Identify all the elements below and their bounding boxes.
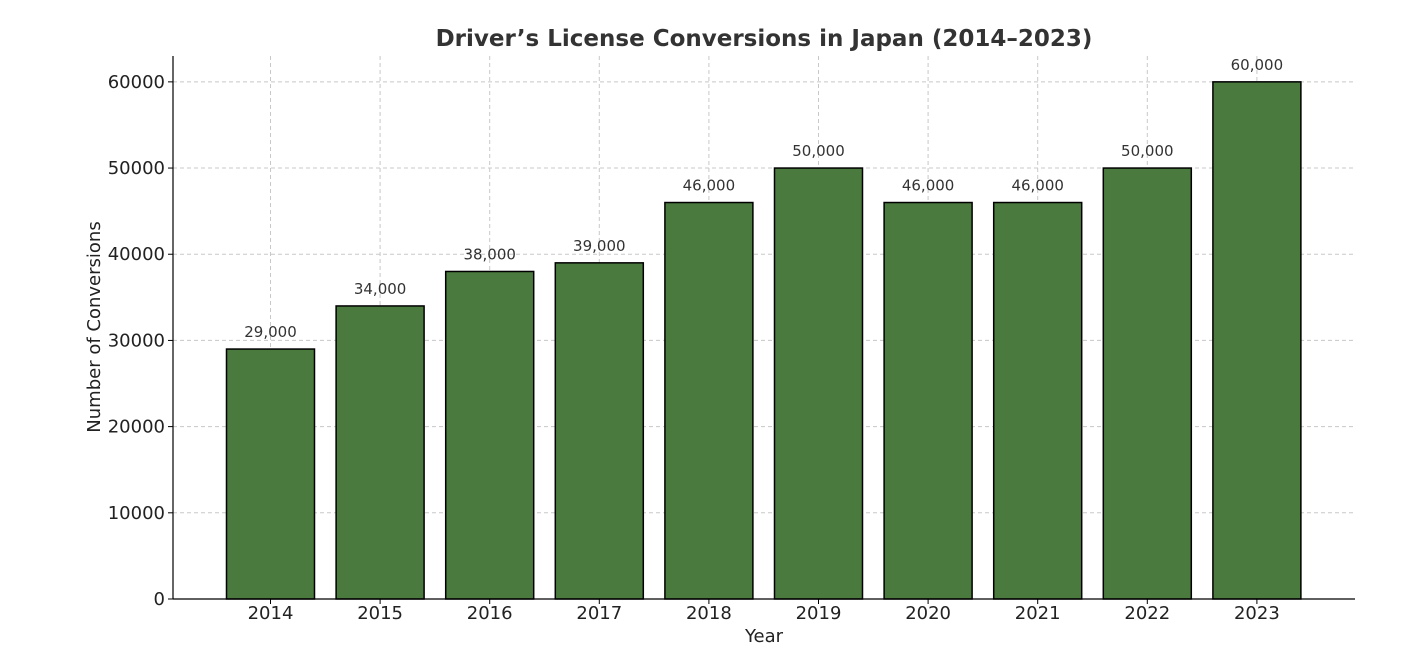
data-label-2019: 50,000 bbox=[792, 142, 845, 160]
y-axis-label: Number of Conversions bbox=[84, 221, 105, 432]
y-tick-label: 0 bbox=[154, 589, 165, 610]
bar-2021 bbox=[992, 201, 1083, 600]
x-tick-label-2018: 2018 bbox=[686, 603, 732, 624]
x-axis-label: Year bbox=[744, 626, 784, 647]
x-tick-label-2014: 2014 bbox=[248, 603, 294, 624]
x-tick-label-2021: 2021 bbox=[1015, 603, 1061, 624]
bar-2023 bbox=[1212, 81, 1302, 600]
bar-2015 bbox=[335, 305, 425, 600]
bar-2019 bbox=[773, 167, 864, 600]
data-label-2023: 60,000 bbox=[1231, 56, 1284, 74]
bars bbox=[225, 81, 1302, 600]
y-tick-label: 60000 bbox=[108, 72, 165, 93]
data-label-2021: 46,000 bbox=[1011, 177, 1064, 195]
x-tick-label-2017: 2017 bbox=[576, 603, 622, 624]
data-labels: 29,000 34,000 38,000 39,000 46,000 50,000 46,0… bbox=[244, 56, 1283, 341]
x-tick-label-2015: 2015 bbox=[357, 603, 403, 624]
data-label-2016: 38,000 bbox=[463, 245, 516, 263]
y-tick-label: 40000 bbox=[108, 244, 165, 265]
bar-2022 bbox=[1102, 167, 1193, 600]
y-axis-ticks: 0 10000 20000 30000 40000 50000 60000 bbox=[108, 72, 173, 610]
data-label-2017: 39,000 bbox=[573, 237, 626, 255]
x-tick-label-2019: 2019 bbox=[796, 603, 842, 624]
y-tick-label: 20000 bbox=[108, 417, 165, 438]
x-tick-label-2023: 2023 bbox=[1234, 603, 1280, 624]
data-label-2015: 34,000 bbox=[354, 280, 407, 298]
data-label-2022: 50,000 bbox=[1121, 142, 1174, 160]
bar-2020 bbox=[883, 201, 973, 600]
chart-title: Driver’s License Conversions in Japan (2… bbox=[436, 26, 1093, 52]
axes bbox=[172, 56, 1355, 600]
y-tick-label: 10000 bbox=[108, 503, 165, 524]
y-tick-label: 30000 bbox=[108, 330, 165, 351]
x-tick-label-2020: 2020 bbox=[905, 603, 951, 624]
y-tick-label: 50000 bbox=[108, 158, 165, 179]
x-tick-label-2016: 2016 bbox=[467, 603, 513, 624]
data-label-2014: 29,000 bbox=[244, 323, 297, 341]
data-label-2020: 46,000 bbox=[902, 177, 955, 195]
bar-2016 bbox=[444, 270, 535, 600]
data-label-2018: 46,000 bbox=[683, 177, 736, 195]
x-tick-label-2022: 2022 bbox=[1124, 603, 1170, 624]
bar-2014 bbox=[225, 348, 316, 600]
bar-2018 bbox=[664, 201, 754, 600]
x-axis-ticks: 2014 2015 2016 2017 2018 2019 2020 2021 2022 2023 bbox=[248, 599, 1280, 624]
bar-2017 bbox=[554, 262, 645, 600]
